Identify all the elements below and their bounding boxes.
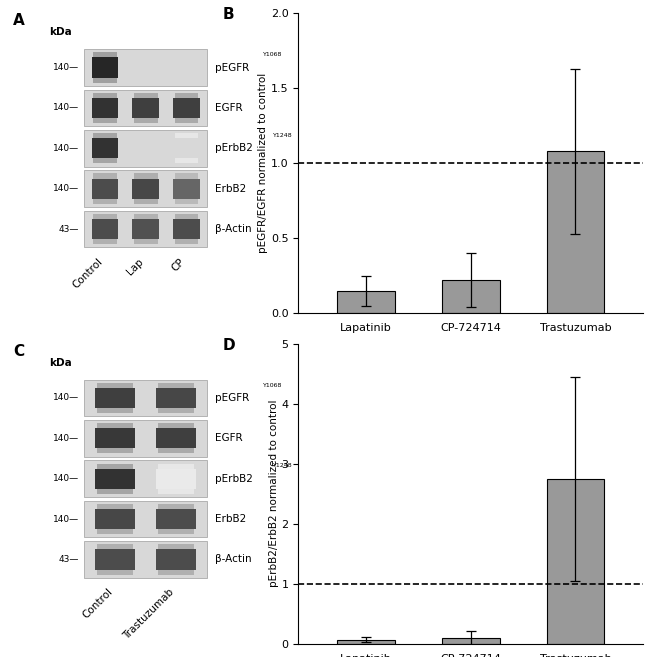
Bar [337,291,395,313]
Text: ErbB2: ErbB2 [214,184,246,194]
Text: β-Actin: β-Actin [214,555,252,564]
Bar [133,98,159,118]
Bar [175,173,198,204]
Text: 43—: 43— [59,555,79,564]
Text: D: D [222,338,235,353]
Text: 140—: 140— [53,144,79,153]
Bar [157,549,196,570]
Bar [157,509,196,529]
Bar [159,463,194,494]
Bar [95,509,135,529]
Bar [93,53,117,83]
Text: 140—: 140— [53,63,79,72]
Text: kDa: kDa [49,357,72,367]
Bar [84,211,207,248]
Bar [84,130,207,167]
Text: **: ** [464,344,477,357]
Text: 140—: 140— [53,184,79,193]
Text: β-Actin: β-Actin [214,224,252,234]
Text: 140—: 140— [53,474,79,483]
Bar [84,501,207,537]
Bar [97,423,133,453]
Text: pErbB2: pErbB2 [214,474,252,484]
Bar [92,57,118,78]
Bar [95,388,135,408]
Text: 43—: 43— [59,225,79,233]
Bar [97,463,133,494]
Text: A: A [13,13,25,28]
Bar [442,639,500,644]
Bar [547,479,604,644]
Bar [174,98,200,118]
Bar [134,173,158,204]
Text: 140—: 140— [53,434,79,443]
Bar [133,179,159,199]
Text: Y1248: Y1248 [273,463,292,468]
Bar [92,219,118,239]
Text: Control: Control [81,587,115,621]
Bar [157,428,196,449]
Bar [159,423,194,453]
Bar [97,383,133,413]
Text: Trastuzumab: Trastuzumab [122,587,176,641]
Text: B: B [222,7,234,22]
Bar [84,461,207,497]
Bar [547,151,604,313]
Text: Lap: Lap [125,256,146,277]
Bar [84,89,207,126]
Bar [95,468,135,489]
Text: Y1248: Y1248 [273,133,292,138]
Bar [84,420,207,457]
Bar [159,504,194,534]
Bar [157,468,196,489]
Bar [337,640,395,644]
Bar [157,388,196,408]
Bar [92,138,118,158]
Text: EGFR: EGFR [214,434,242,443]
Bar [95,549,135,570]
Text: pEGFR: pEGFR [214,62,249,72]
Bar [174,219,200,239]
Bar [84,541,207,578]
Text: pErbB2: pErbB2 [214,143,252,153]
Text: 140—: 140— [53,103,79,112]
Text: EGFR: EGFR [214,103,242,113]
Y-axis label: pEGFR/EGFR normalized to control: pEGFR/EGFR normalized to control [258,73,268,254]
Text: CP: CP [170,256,187,273]
Bar [84,170,207,207]
Bar [97,544,133,575]
Text: kDa: kDa [49,27,72,37]
Bar [159,383,194,413]
Bar [92,179,118,199]
Bar [93,133,117,164]
Bar [175,133,198,164]
Y-axis label: pErbB2/ErbB2 normalized to control: pErbB2/ErbB2 normalized to control [268,400,279,587]
Bar [95,428,135,449]
Bar [134,214,158,244]
Bar [133,219,159,239]
Text: 140—: 140— [53,514,79,524]
Bar [97,504,133,534]
Text: 140—: 140— [53,394,79,403]
Bar [174,138,200,158]
Text: Control: Control [71,256,105,290]
Text: ***: *** [356,344,376,357]
Bar [92,98,118,118]
Bar [93,93,117,123]
Bar [93,214,117,244]
Bar [442,281,500,313]
Text: C: C [13,344,24,359]
Bar [93,173,117,204]
Bar [175,214,198,244]
Bar [159,544,194,575]
Text: Y1068: Y1068 [263,382,283,388]
Text: Y1068: Y1068 [263,52,283,57]
Bar [84,49,207,86]
Bar [84,380,207,417]
Text: pEGFR: pEGFR [214,393,249,403]
Bar [134,93,158,123]
Bar [175,93,198,123]
Text: ErbB2: ErbB2 [214,514,246,524]
Bar [174,179,200,199]
